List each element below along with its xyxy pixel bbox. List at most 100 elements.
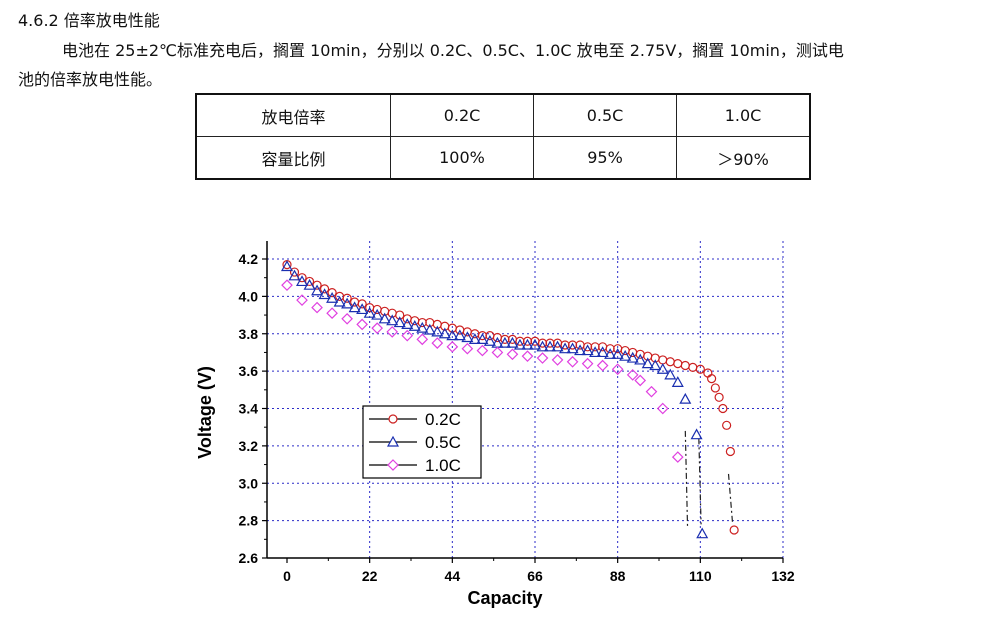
data-point-1.0C [401, 329, 414, 342]
table-cell: 95% [533, 136, 677, 180]
data-point-0.2C [714, 392, 724, 402]
data-point-0.5C [318, 288, 331, 300]
data-point-0.2C [722, 420, 732, 430]
data-point-0.5C [423, 323, 436, 335]
x-tick-label: 0 [283, 568, 291, 584]
data-point-0.5C [619, 349, 632, 361]
data-point-0.2C [289, 267, 300, 277]
table-cell: 100% [390, 136, 534, 180]
legend-marker [388, 414, 398, 424]
data-point-0.5C [483, 334, 496, 346]
data-point-0.5C [604, 348, 617, 359]
data-point-0.2C [695, 364, 705, 374]
data-point-0.5C [498, 336, 511, 348]
data-point-0.5C [408, 320, 421, 331]
data-point-1.0C [431, 337, 444, 349]
data-point-0.5C [303, 278, 316, 290]
x-tick-label: 88 [610, 568, 626, 584]
data-point-0.5C [393, 316, 406, 328]
data-point-1.0C [626, 369, 639, 381]
data-point-0.5C [326, 292, 339, 303]
table-cell: ＞90% [676, 136, 811, 180]
grid-layer [267, 241, 784, 558]
data-point-1.0C [645, 385, 658, 398]
legend-label: 0.2C [425, 410, 461, 429]
data-point-1.0C [461, 342, 474, 355]
data-point-1.0C [611, 363, 624, 376]
data-point-1.0C [371, 322, 384, 334]
data-point-0.5C [288, 269, 301, 281]
data-point-0.5C [690, 428, 703, 440]
legend-marker [386, 435, 400, 447]
data-point-0.5C [378, 312, 391, 324]
table-cell: 容量比例 [195, 136, 391, 180]
data-point-1.0C [296, 294, 308, 306]
section-heading: 4.6.2 倍率放电性能 [18, 11, 160, 30]
data-point-1.0C [566, 355, 579, 368]
y-tick-label: 3.0 [239, 475, 259, 491]
data-point-0.5C [476, 333, 489, 344]
data-point-0.2C [304, 276, 315, 287]
data-point-1.0C [656, 402, 669, 415]
data-point-0.5C [371, 308, 384, 320]
data-point-0.5C [536, 340, 549, 352]
legend-marker [387, 459, 399, 471]
data-point-1.0C [536, 352, 549, 364]
x-tick-label: 22 [362, 568, 378, 584]
data-point-1.0C [311, 301, 323, 314]
data-point-0.5C [348, 301, 361, 313]
data-point-1.0C [446, 340, 459, 353]
data-point-0.5C [356, 303, 369, 315]
data-marks [280, 260, 739, 539]
table-cell: 放电倍率 [195, 93, 391, 137]
data-point-0.5C [333, 295, 346, 307]
data-point-0.2C [342, 293, 352, 303]
data-point-0.5C [363, 306, 376, 318]
data-point-1.0C [356, 318, 369, 331]
table-cell: 1.0C [676, 93, 811, 137]
data-point-1.0C [476, 344, 489, 357]
y-tick-label: 3.2 [239, 438, 259, 454]
table-row: 容量比例 100% 95% ＞90% [195, 136, 811, 180]
data-point-0.5C [528, 338, 542, 350]
data-point-0.2C [319, 284, 330, 294]
y-tick-label: 2.8 [239, 513, 259, 529]
data-point-0.5C [311, 284, 324, 296]
data-point-0.2C [658, 355, 668, 365]
data-point-0.5C [416, 321, 429, 333]
data-point-0.2C [665, 357, 675, 367]
data-point-0.5C [596, 346, 609, 358]
data-point-0.5C [431, 325, 444, 337]
data-point-0.5C [671, 376, 684, 387]
data-point-1.0C [281, 279, 293, 292]
data-point-0.5C [574, 344, 587, 356]
x-tick-label: 110 [689, 568, 712, 584]
x-tick-label: 132 [771, 568, 795, 584]
data-point-1.0C [326, 307, 338, 320]
data-point-0.2C [312, 280, 322, 290]
data-point-1.0C [521, 350, 534, 363]
y-tick-label: 3.6 [239, 363, 259, 379]
table-cell: 0.5C [533, 93, 677, 137]
data-point-0.5C [280, 260, 294, 272]
table-row: 放电倍率 0.2C 0.5C 1.0C [195, 93, 811, 137]
data-point-0.5C [468, 333, 481, 344]
x-tick-label: 44 [445, 568, 461, 584]
data-point-0.2C [729, 525, 739, 535]
y-tick-label: 4.0 [239, 288, 259, 304]
data-point-0.2C [718, 403, 728, 414]
y-axis-title: Voltage (V) [195, 366, 215, 459]
data-point-0.2C [680, 360, 690, 371]
data-point-1.0C [671, 451, 684, 463]
data-point-0.5C [664, 368, 677, 380]
data-point-0.2C [357, 299, 367, 309]
axes-layer: 0 22 44 66 88 110 132 2.6 2.8 3.0 3.2 3.4 3.6 3.8 4.0 4… [239, 241, 795, 584]
data-point-0.2C [673, 359, 683, 369]
data-point-0.5C [679, 392, 692, 404]
description-line-1: 电池在 25±2℃标准充电后，搁置 10min，分别以 0.2C、0.5C、1.… [62, 41, 844, 60]
data-point-0.2C [688, 362, 698, 372]
data-point-0.2C [725, 446, 735, 457]
data-point-0.5C [453, 329, 466, 341]
table-cell: 0.2C [390, 93, 534, 137]
x-tick-label: 66 [527, 568, 543, 584]
